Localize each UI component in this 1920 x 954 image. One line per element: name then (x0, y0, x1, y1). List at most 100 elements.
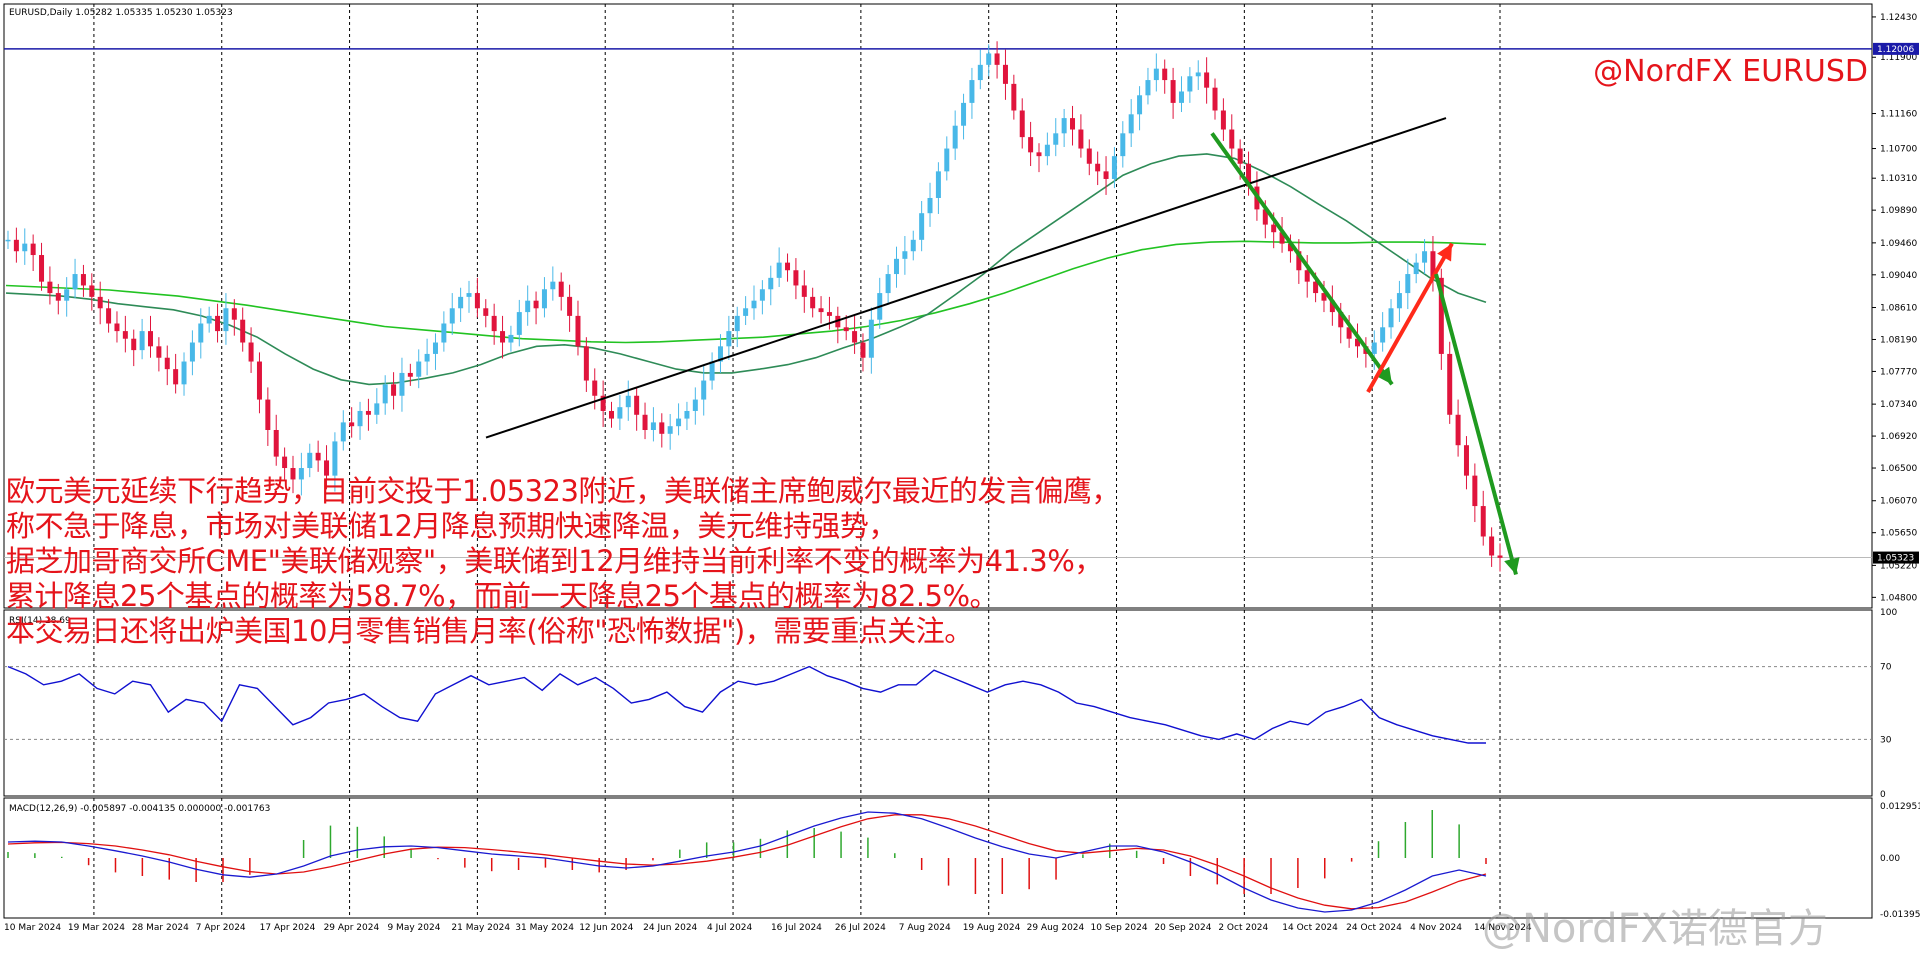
candle-body (164, 357, 170, 370)
price-tick-label: 1.11900 (1880, 53, 1917, 63)
analysis-line: 累计降息25个基点的概率为58.7%，而前一天降息25个基点的概率为82.5%。 (6, 579, 999, 613)
watermark: @NordFX诺德官方 (1482, 906, 1828, 952)
candle-body (743, 308, 749, 316)
candle-body (55, 293, 61, 301)
candle-body (1262, 209, 1268, 225)
candle-body (558, 281, 564, 297)
candle-body (810, 296, 816, 309)
candle-body (860, 342, 866, 358)
candle-body (1170, 80, 1176, 103)
candle-body (617, 407, 623, 419)
date-tick-label: 12 Jun 2024 (579, 923, 633, 933)
candle-body (717, 346, 723, 362)
candle-body (1480, 506, 1486, 537)
current-price-label: 1.05323 (1877, 554, 1914, 564)
candle-body (1497, 555, 1503, 558)
candle-body (240, 319, 246, 343)
date-tick-label: 9 May 2024 (387, 923, 440, 933)
candle-body (198, 323, 204, 343)
trend-arrow-head (1437, 243, 1452, 262)
trend-annotations (485, 117, 1520, 576)
trend-arrow (1366, 242, 1454, 393)
candle-body (1296, 251, 1302, 271)
analysis-line: 称不急于降息，市场对美联储12月降息预期快速降温，美元维持强势， (6, 509, 897, 543)
price-tick-label: 1.05650 (1880, 529, 1917, 539)
candle-body (508, 334, 514, 343)
price-tick-label: 1.07340 (1880, 400, 1917, 410)
candle-body (852, 331, 858, 343)
candle-body (1455, 414, 1461, 446)
candle-body (986, 53, 992, 65)
price-tick-label: 1.11160 (1880, 110, 1917, 120)
candle-body (265, 399, 271, 430)
price-tick-label: 1.07770 (1880, 367, 1917, 377)
brand-label: @NordFX EURUSD (1593, 54, 1868, 89)
candle-body (1212, 87, 1218, 111)
candle-body (307, 452, 313, 469)
candle-body (64, 289, 70, 301)
candle-body (567, 296, 573, 316)
candle-body (1430, 251, 1436, 278)
candle-body (1103, 171, 1109, 179)
candle-body (1313, 281, 1319, 294)
date-tick-label: 16 Jul 2024 (771, 923, 822, 933)
candle-body (1036, 152, 1042, 157)
date-tick-label: 17 Apr 2024 (260, 923, 316, 933)
candle-body (600, 395, 606, 411)
date-tick-label: 14 Oct 2024 (1282, 923, 1338, 933)
candle-body (726, 331, 732, 347)
date-tick-label: 31 May 2024 (515, 923, 574, 933)
candle-body (751, 300, 757, 309)
candle-body (550, 281, 556, 290)
date-tick-label: 26 Jul 2024 (835, 923, 886, 933)
date-tick-label: 29 Apr 2024 (324, 923, 380, 933)
candle-body (374, 403, 380, 415)
candle-body (1153, 68, 1159, 81)
candle-body (491, 315, 497, 332)
candle-body (273, 429, 279, 457)
analysis-line: 本交易日还将出炉美国10月零售销售月率(俗称"恐怖数据")，需要重点关注。 (6, 614, 973, 648)
price-tick-label: 1.09890 (1880, 206, 1917, 216)
candle-body (1061, 118, 1067, 134)
candle-body (1396, 293, 1402, 309)
candle-body (1128, 114, 1134, 134)
candle-body (1011, 83, 1017, 111)
candle-body (768, 277, 774, 290)
candle-body (30, 243, 36, 256)
trend-arrow (1210, 132, 1394, 386)
candle-body (382, 384, 388, 404)
candle-body (625, 395, 631, 408)
candle-body (1220, 110, 1226, 130)
candle-body (391, 384, 397, 396)
candle-body (642, 414, 648, 430)
candle-body (399, 372, 405, 396)
candle-body (525, 300, 531, 313)
candle-body (667, 426, 673, 434)
candle-body (298, 468, 304, 480)
candle-body (1078, 129, 1084, 149)
candle-body (575, 315, 581, 347)
candle-body (818, 308, 824, 313)
candle-body (1287, 243, 1293, 252)
candle-body (483, 308, 489, 316)
candle-body (592, 380, 598, 396)
candle-body (1405, 274, 1411, 294)
candle-body (231, 308, 237, 320)
candle-body (189, 342, 195, 362)
analysis-line: 据芝加哥商交所CME"美联储观察"，美联储到12月维持当前利率不变的概率为41.… (6, 544, 1103, 578)
candle-body (1472, 475, 1478, 507)
candle-body (1237, 148, 1243, 164)
date-tick-label: 24 Oct 2024 (1346, 923, 1402, 933)
candle-body (181, 361, 187, 385)
candle-body (709, 361, 715, 381)
candle-body (659, 422, 665, 434)
candle-body (349, 422, 355, 427)
candle-body (994, 53, 1000, 65)
candle-body (1380, 327, 1386, 343)
candle-body (1229, 129, 1235, 149)
candle-body (89, 285, 95, 297)
candle-body (1086, 148, 1092, 164)
rsi-panel (3, 609, 1873, 797)
price-tick-label: 1.06070 (1880, 497, 1917, 507)
price-tick-label: 1.12430 (1880, 13, 1917, 23)
